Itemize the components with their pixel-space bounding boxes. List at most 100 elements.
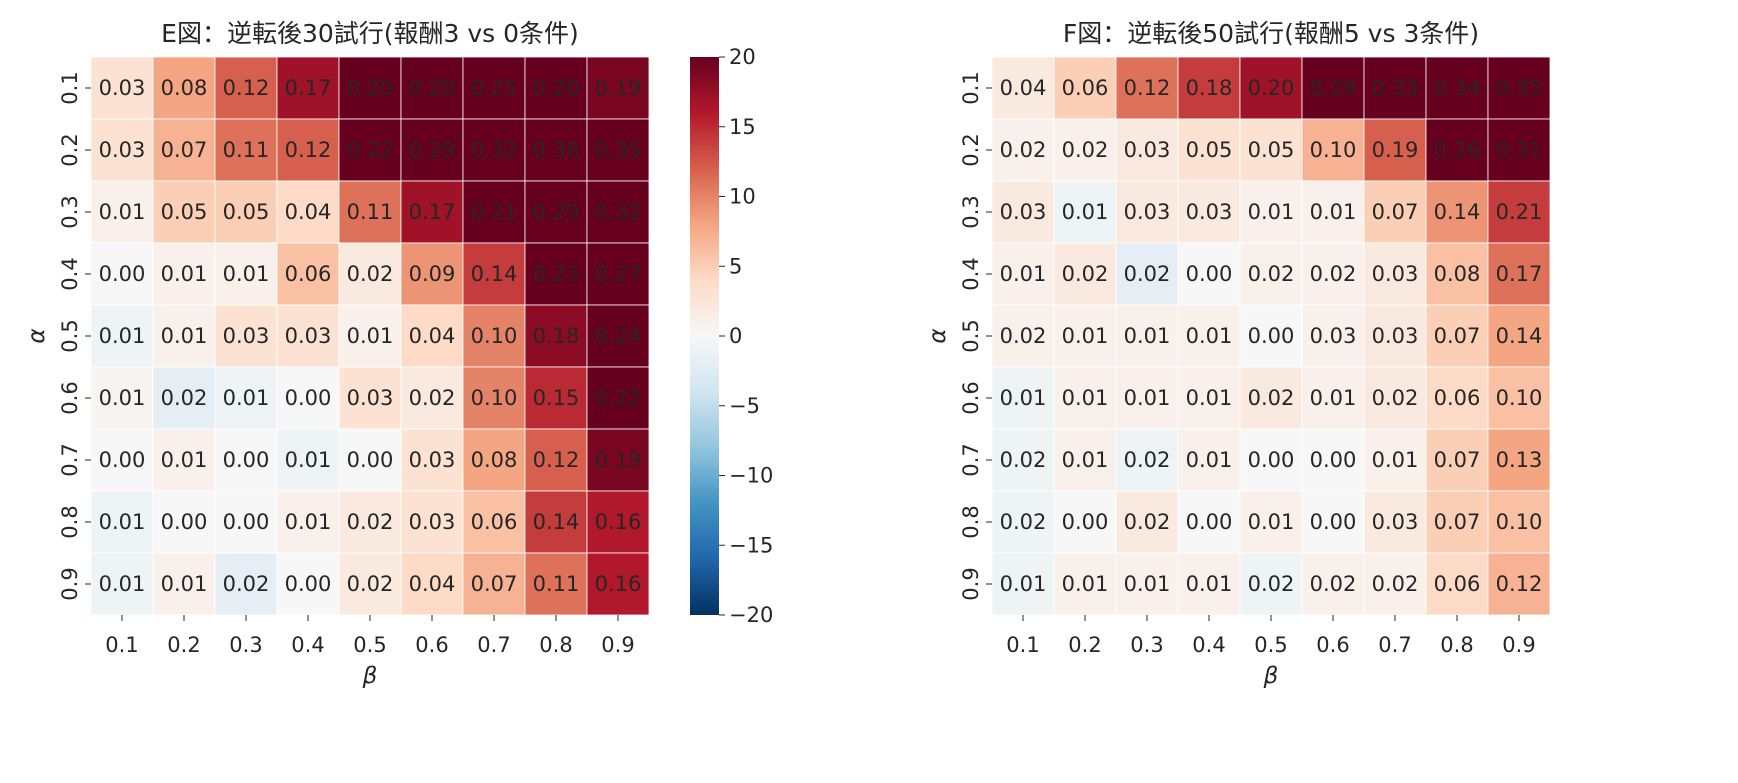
- cell-label: 0.01: [1186, 386, 1233, 410]
- heatmap-cell: [1487, 180, 1551, 244]
- cell-label: 0.01: [1248, 510, 1295, 534]
- heatmap-cell: [214, 56, 278, 120]
- heatmap-cell: [152, 180, 216, 244]
- heatmap-cell: [1363, 56, 1427, 120]
- cell-label: 0.10: [1496, 510, 1543, 534]
- cell-label: 0.03: [99, 76, 146, 100]
- cell-label: 0.02: [1310, 262, 1357, 286]
- colorbar-e: 20 15 10 5 0 −5 −10 −15 −20: [690, 45, 773, 627]
- cell-label: 0.01: [1124, 572, 1171, 596]
- heatmap-cell: [1177, 490, 1241, 554]
- y-tick-label: 0.3: [58, 195, 82, 228]
- heatmap-cell: [90, 180, 154, 244]
- heatmap-cell: [462, 180, 526, 244]
- cell-label: 0.15: [533, 386, 580, 410]
- cell-label: 0.02: [347, 572, 394, 596]
- heatmap-cell: [524, 366, 588, 430]
- heatmap-cell: [276, 118, 340, 182]
- heatmap-cell: [1053, 366, 1117, 430]
- cell-label: 0.29: [1310, 76, 1357, 100]
- colorbar-tick-label: −15: [729, 533, 773, 557]
- heatmap-cell: [1301, 428, 1365, 492]
- cell-label: 0.11: [533, 572, 580, 596]
- cell-label: 0.03: [347, 386, 394, 410]
- cell-label: 0.29: [409, 138, 456, 162]
- cell-label: 0.04: [1000, 76, 1047, 100]
- cell-label: 0.02: [161, 386, 208, 410]
- y-tick-label: 0.7: [959, 443, 983, 476]
- x-tick-label: 0.3: [1130, 633, 1163, 657]
- cell-label: 0.11: [223, 138, 270, 162]
- cell-label: 0.03: [409, 448, 456, 472]
- heatmap-cell: [90, 118, 154, 182]
- colorbar-tick-label: −20: [729, 603, 773, 627]
- heatmap-cell: [338, 366, 402, 430]
- heatmap-cell: [338, 56, 402, 120]
- cell-label: 0.12: [533, 448, 580, 472]
- cell-label: 0.07: [1434, 510, 1481, 534]
- y-axis-label: α: [24, 328, 50, 343]
- heatmap-cell: [90, 490, 154, 554]
- cell-label: 0.00: [1310, 510, 1357, 534]
- cell-label: 0.17: [285, 76, 332, 100]
- cell-label: 0.01: [1062, 386, 1109, 410]
- cell-label: 0.00: [99, 448, 146, 472]
- cell-label: 0.02: [1248, 572, 1295, 596]
- cell-label: 0.02: [1310, 572, 1357, 596]
- cell-label: 0.03: [1186, 200, 1233, 224]
- cell-label: 0.35: [1496, 76, 1543, 100]
- cell-label: 0.12: [1496, 572, 1543, 596]
- heatmap-cell: [1239, 304, 1303, 368]
- cell-label: 0.07: [161, 138, 208, 162]
- heatmap-cell: [524, 118, 588, 182]
- heatmap-cell: [338, 180, 402, 244]
- cell-label: 0.04: [409, 324, 456, 348]
- cell-label: 0.02: [1372, 386, 1419, 410]
- cell-label: 0.06: [285, 262, 332, 286]
- cell-label: 0.22: [347, 138, 394, 162]
- heatmap-cell: [1053, 180, 1117, 244]
- cell-label: 0.01: [1062, 572, 1109, 596]
- heatmap-cell: [1487, 428, 1551, 492]
- cell-label: 0.00: [347, 448, 394, 472]
- heatmap-cell: [152, 428, 216, 492]
- heatmap-cell: [1053, 56, 1117, 120]
- heatmap-cell: [462, 304, 526, 368]
- cell-label: 0.38: [533, 138, 580, 162]
- cell-label: 0.01: [285, 448, 332, 472]
- cell-label: 0.01: [1000, 262, 1047, 286]
- heatmap-cell: [152, 56, 216, 120]
- colorbar-tick-label: 15: [729, 115, 756, 139]
- cell-label: 0.00: [223, 448, 270, 472]
- cell-label: 0.17: [409, 200, 456, 224]
- cell-label: 0.01: [1186, 324, 1233, 348]
- heatmap-cell: [1301, 366, 1365, 430]
- heatmap-cell: [1053, 490, 1117, 554]
- cell-label: 0.00: [1186, 510, 1233, 534]
- x-tick-label: 0.2: [1068, 633, 1101, 657]
- colorbar-tick-label: 5: [729, 254, 742, 278]
- cell-label: 0.32: [595, 200, 642, 224]
- colorbar-gradient: [690, 57, 719, 615]
- cell-label: 0.03: [223, 324, 270, 348]
- x-tick-label: 0.9: [1502, 633, 1535, 657]
- cell-label: 0.02: [409, 386, 456, 410]
- y-tick-label: 0.2: [58, 133, 82, 166]
- cell-label: 0.01: [1186, 572, 1233, 596]
- heatmap-cell: [1239, 490, 1303, 554]
- y-tick-label: 0.4: [58, 257, 82, 290]
- heatmap-cell: [1115, 366, 1179, 430]
- cell-label: 0.01: [99, 510, 146, 534]
- x-tick-label: 0.7: [1378, 633, 1411, 657]
- cell-label: 0.02: [347, 510, 394, 534]
- cell-label: 0.11: [347, 200, 394, 224]
- heatmap-cell: [276, 180, 340, 244]
- y-tick-label: 0.4: [959, 257, 983, 290]
- cell-label: 0.20: [1248, 76, 1295, 100]
- y-tick-label: 0.5: [58, 319, 82, 352]
- y-tick-label: 0.6: [959, 381, 983, 414]
- heatmap-cell: [524, 56, 588, 120]
- heatmap-cell: [586, 118, 650, 182]
- cell-label: 0.01: [347, 324, 394, 348]
- heatmap-cell: [462, 118, 526, 182]
